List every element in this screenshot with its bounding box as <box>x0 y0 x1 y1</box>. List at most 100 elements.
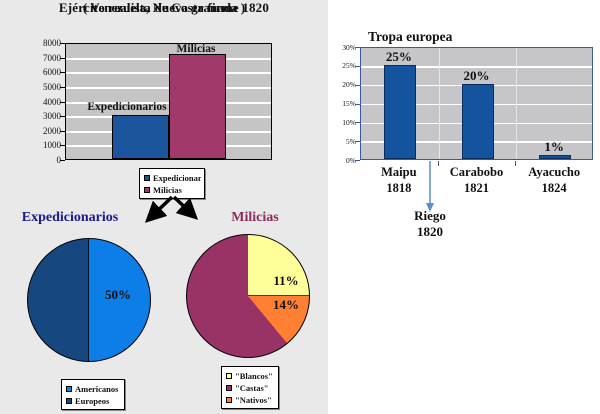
chart2-plot-area <box>360 47 593 160</box>
chart1-legend-label: Expedicionarios <box>153 173 201 183</box>
chart2-bar-0 <box>383 64 416 159</box>
chart1-bar-label-expedicionarios: Expedicionarios <box>87 101 167 113</box>
chart2-tickmark <box>355 122 360 124</box>
chart1-tickmark <box>60 130 65 132</box>
chart1-gridline <box>66 86 271 89</box>
chart1-tickmark <box>60 145 65 147</box>
chart2-tickmark <box>355 103 360 105</box>
split-arrows-icon <box>144 195 199 223</box>
legend-swatch <box>226 397 232 403</box>
chart1-tickmark <box>60 116 65 118</box>
pie1-datalabel-50: 50% <box>105 287 131 302</box>
chart1-gridline <box>66 101 271 104</box>
chart1-ytick-label: 7000 <box>43 52 61 63</box>
chart1-bar-milicias <box>169 53 226 159</box>
chart2-ytick-label: 15% <box>342 99 356 108</box>
chart2-tickmark <box>355 84 360 86</box>
legend-swatch <box>66 386 72 392</box>
pie1-legend: Americanos Europeos <box>61 379 125 410</box>
chart2-xcat-1-line1: 1821 <box>464 181 489 195</box>
chart1-gridline <box>66 57 271 60</box>
chart1-ytick-label: 4000 <box>43 96 61 107</box>
pie2-legend-label: "Castas" <box>235 383 269 393</box>
pie2-legend-item: "Nativos" <box>226 394 275 406</box>
pie2-legend-item: "Castas" <box>226 382 275 394</box>
legend-swatch <box>226 385 232 391</box>
chart2-ytick-label: 0% <box>346 155 356 165</box>
pie2-datalabel-14: 14% <box>273 297 299 312</box>
chart2-ytick-label: 10% <box>342 117 356 127</box>
pie2-milicias <box>186 234 310 358</box>
chart2-bar-1 <box>461 83 494 159</box>
chart2-datalabel-2: 1% <box>544 139 564 155</box>
chart2-xcat-0-line1: 1818 <box>386 181 412 195</box>
chart1-ytick-label: 1000 <box>43 140 61 151</box>
chart2-ytick-label: 25% <box>342 61 356 71</box>
chart2-bar-2 <box>539 155 572 159</box>
chart2-tickmark <box>355 141 360 143</box>
chart1-tickmark <box>60 101 65 103</box>
chart1-legend-item: Milicias <box>144 184 201 196</box>
chart1-ytick-label: 8000 <box>43 38 61 48</box>
pie2-legend: "Blancos" "Castas" "Nativos" <box>221 366 279 409</box>
chart2-datalabel-1: 20% <box>463 67 490 83</box>
chart1-gridline <box>66 72 271 75</box>
pie1-legend-label: Europeos <box>75 396 110 406</box>
chart2-xtickmark <box>437 161 439 166</box>
chart1-bar-expedicionarios <box>112 115 169 159</box>
pie2-legend-label: "Nativos" <box>235 395 272 405</box>
chart2-xcat-0-line0: Maipu <box>381 165 417 179</box>
chart1-tickmark <box>60 160 65 161</box>
pie1-legend-label: Americanos <box>75 384 119 394</box>
chart2-annotation-1820: 1820 <box>417 224 443 239</box>
chart1-title: Ejército realista de Costa firme 1820 <box>58 0 270 15</box>
chart1-tickmark <box>60 72 65 74</box>
chart2-xcat-1-line0: Carabobo <box>449 165 504 179</box>
chart1-bar-label-milicias: Milicias <box>176 43 216 55</box>
chart2-ytick-label: 30% <box>342 42 356 52</box>
chart1-tickmark <box>60 43 65 44</box>
pie2-datalabel-11: 11% <box>273 273 299 288</box>
pie1-expedicionarios <box>27 238 151 362</box>
chart1-ytick-label: 5000 <box>43 81 61 92</box>
pie2-slice-divider <box>248 295 309 296</box>
chart2-xcat-2-line0: Ayacucho <box>528 165 581 179</box>
chart1-legend-label: Milicias <box>153 185 182 195</box>
chart2-gridline <box>361 66 592 68</box>
chart2-vgridline <box>438 48 440 159</box>
chart2-vgridline <box>516 48 518 159</box>
chart1-tickmark <box>60 86 65 88</box>
pie2-title: Milicias <box>231 210 279 225</box>
chart2-annotation-riego: Riego <box>414 208 446 223</box>
chart2-title: Tropa europea <box>368 29 453 44</box>
chart1-ytick-label: 2000 <box>43 125 61 136</box>
chart1-ytick-label: 0 <box>56 155 62 165</box>
pie2-legend-item: "Blancos" <box>226 370 275 382</box>
chart2-xtickmark <box>515 161 517 166</box>
chart1-subtitle: ( Venezuela, Nueva granada ) <box>82 0 246 15</box>
legend-swatch <box>144 175 150 181</box>
pie1-legend-item: Americanos <box>66 383 121 395</box>
pie1-legend-item: Europeos <box>66 395 121 407</box>
riego-arrow-icon <box>426 161 434 212</box>
chart1-ytick-label: 6000 <box>43 67 61 78</box>
chart1-tickmark <box>60 57 65 59</box>
legend-swatch <box>226 373 232 379</box>
chart1-plot-area <box>65 43 272 160</box>
chart2-datalabel-0: 25% <box>385 48 412 64</box>
chart1-legend: Expedicionarios Milicias <box>139 168 205 199</box>
legend-swatch <box>144 187 150 193</box>
pie2-legend-label: "Blancos" <box>235 371 273 381</box>
chart2-ytick-label: 20% <box>342 80 356 90</box>
chart1-legend-item: Expedicionarios <box>144 172 201 184</box>
chart2-tickmark <box>355 65 360 67</box>
legend-swatch <box>66 398 72 404</box>
chart2-ytick-label: 5% <box>346 136 356 146</box>
chart1-ytick-label: 3000 <box>43 111 61 122</box>
chart2-tickmark <box>355 47 360 48</box>
chart2-xcat-2-line1: 1824 <box>541 181 567 195</box>
pie1-title: Expedicionarios <box>21 210 119 225</box>
pie1-slice-divider <box>88 239 89 361</box>
chart2-tickmark <box>355 160 360 161</box>
